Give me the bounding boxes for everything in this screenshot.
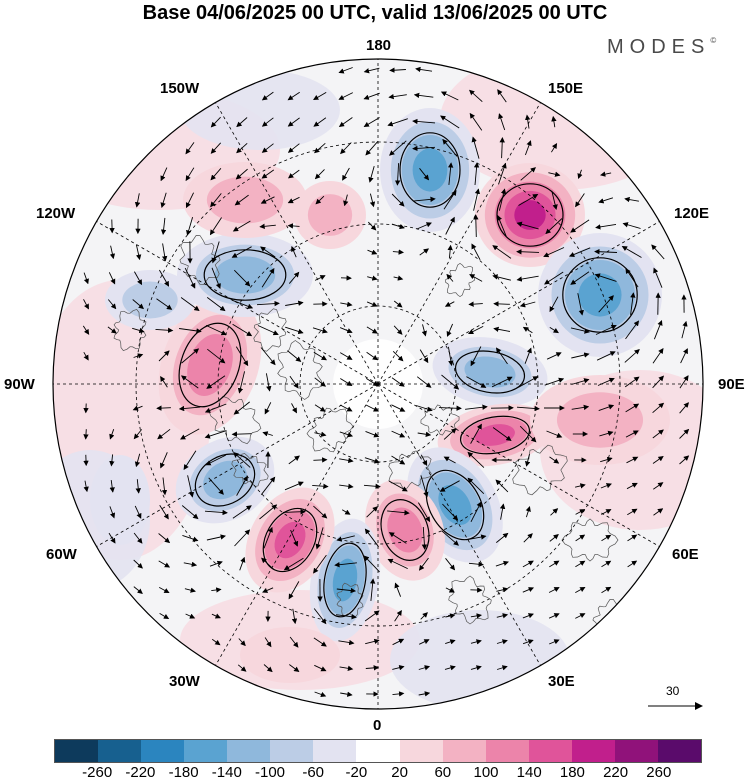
colorbar-tick-label: -60 [302, 764, 325, 781]
colorbar [54, 739, 702, 763]
colorbar-tick-label: -20 [345, 764, 368, 781]
colorbar-tick-label: -140 [211, 764, 242, 781]
colorbar-swatch [571, 740, 615, 762]
colorbar-swatch [313, 740, 357, 762]
lon-label-30e: 30E [548, 673, 575, 690]
colorbar-swatch [485, 740, 529, 762]
lon-label-30w: 30W [169, 673, 200, 690]
colorbar-swatch [270, 740, 314, 762]
lon-label-180: 180 [366, 37, 392, 54]
lon-label-60w: 60W [46, 546, 77, 563]
colorbar-swatch [528, 740, 572, 762]
colorbar-tick-label: -100 [254, 764, 286, 781]
colorbar-tick-label: 20 [391, 764, 408, 781]
lon-label-90e: 90E [718, 376, 745, 393]
lon-label-120e: 120E [674, 205, 710, 222]
colorbar-swatch [227, 740, 271, 762]
colorbar-swatch [614, 740, 658, 762]
colorbar-swatch [141, 740, 185, 762]
map-border [52, 58, 704, 710]
colorbar-swatch [399, 740, 443, 762]
wind-vectors [82, 66, 690, 697]
colorbar-tick-label: 60 [434, 764, 452, 781]
colorbar-swatch [55, 740, 99, 762]
colorbar-ticks: -260 -220 -180 -140 -100 -60 -20 20 60 100 140 180 2… [0, 764, 750, 783]
colorbar-tick-label: 140 [516, 764, 542, 781]
colorbar-tick-label: 180 [559, 764, 585, 781]
polar-map [52, 58, 704, 710]
reference-vector-label: 30 [666, 684, 680, 698]
lon-label-120w: 120W [36, 205, 76, 222]
colorbar-tick-label: 260 [646, 764, 672, 781]
reference-vector: 30 [646, 684, 706, 714]
lon-label-0: 0 [373, 717, 382, 734]
colorbar-tick-label: 100 [473, 764, 499, 781]
lon-label-90w: 90W [4, 376, 35, 393]
colorbar-swatch [657, 740, 701, 762]
lon-label-150e: 150E [548, 80, 584, 97]
map-title: Base 04/06/2025 00 UTC, valid 13/06/2025… [142, 2, 608, 24]
lon-label-60e: 60E [672, 546, 699, 563]
colorbar-tick-label: 220 [603, 764, 629, 781]
colorbar-tick-label: -260 [82, 764, 113, 781]
lon-label-150w: 150W [160, 80, 200, 97]
colorbar-swatch [98, 740, 142, 762]
colorbar-swatch [184, 740, 228, 762]
coastlines [113, 235, 628, 642]
colorbar-swatch [356, 740, 400, 762]
colorbar-tick-label: -220 [125, 764, 156, 781]
colorbar-swatch [442, 740, 486, 762]
colorbar-tick-label: -180 [168, 764, 199, 781]
modes-logo: MODES© [607, 36, 717, 58]
